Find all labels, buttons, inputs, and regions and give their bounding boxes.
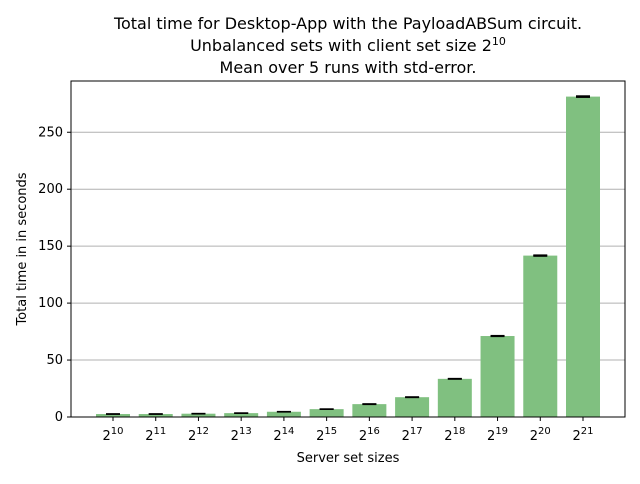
x-tick-label: 210	[102, 426, 123, 444]
bar	[224, 413, 259, 417]
bar	[566, 96, 600, 417]
bar	[352, 404, 387, 417]
x-tick-label: 214	[273, 426, 294, 444]
y-tick-label: 250	[38, 125, 63, 140]
y-axis-label: Total time in in seconds	[15, 172, 30, 326]
x-tick-label: 211	[145, 426, 166, 444]
bar	[266, 411, 301, 417]
y-tick-label: 150	[38, 239, 63, 254]
y-tick-label: 100	[38, 296, 63, 311]
title-line: Mean over 5 runs with std-error.	[220, 58, 477, 77]
title-line: Unbalanced sets with client set size 210	[190, 35, 506, 55]
bar	[96, 414, 130, 417]
plot-area-frame	[70, 80, 626, 418]
x-tick-label: 219	[487, 426, 508, 444]
bar	[523, 255, 558, 417]
bars	[96, 96, 600, 417]
x-tick-label: 221	[572, 426, 593, 444]
x-tick-label: 217	[402, 426, 423, 444]
x-axis: 210 211 212 213 214 215 216 217 218 219 220 221	[102, 417, 594, 444]
error-bars	[106, 95, 590, 415]
x-tick-label: 213	[231, 426, 252, 444]
chart-title: Total time for Desktop-App with the Payl…	[113, 14, 582, 77]
x-tick-label: 216	[359, 426, 380, 444]
x-tick-label: 212	[188, 426, 209, 444]
title-line: Total time for Desktop-App with the Payl…	[113, 14, 582, 33]
bar	[181, 413, 216, 417]
y-tick-label: 0	[55, 410, 63, 425]
y-tick-label: 200	[38, 182, 63, 197]
bar	[395, 397, 430, 417]
bar	[437, 378, 472, 417]
bar	[309, 409, 344, 417]
x-axis-label: Server set sizes	[297, 451, 400, 466]
bar	[480, 336, 515, 417]
y-axis: 0 50 100 150 200 250	[38, 125, 71, 425]
bar	[138, 414, 173, 417]
x-tick-label: 218	[444, 426, 465, 444]
y-tick-label: 50	[46, 353, 63, 368]
x-tick-label: 220	[530, 426, 551, 444]
x-tick-label: 215	[316, 426, 337, 444]
